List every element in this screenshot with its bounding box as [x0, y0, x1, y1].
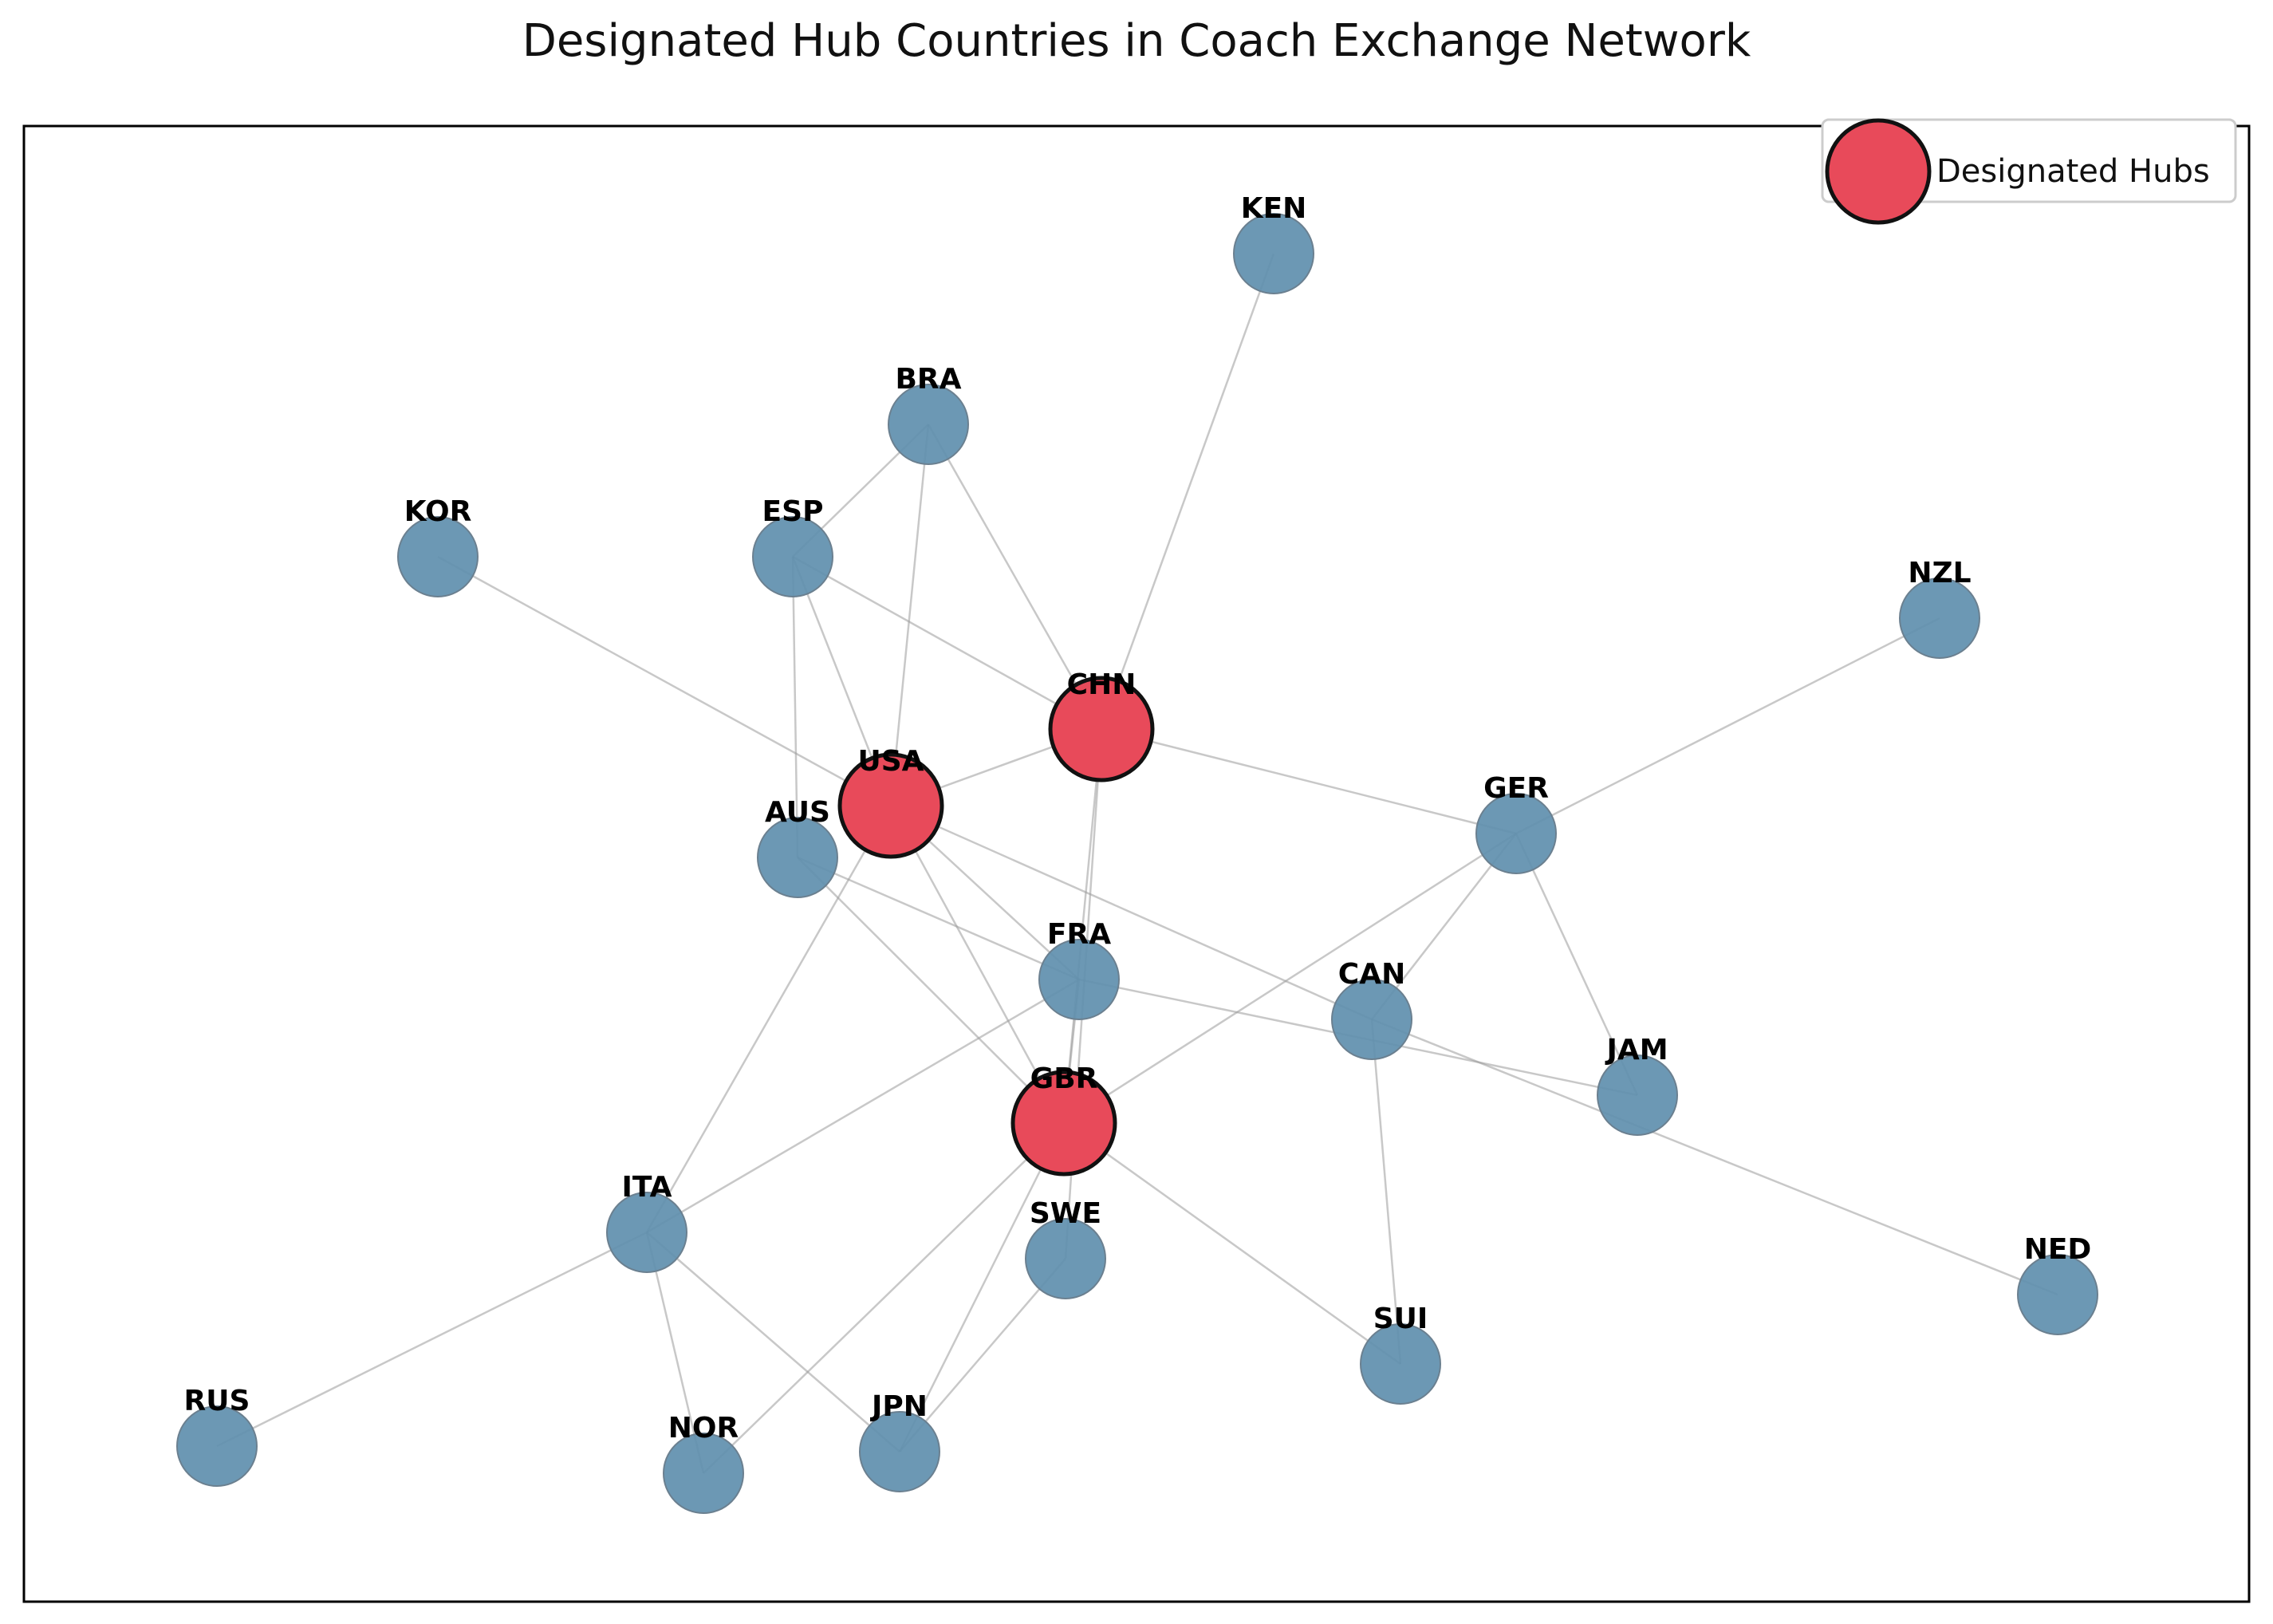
- node-fra: [1038, 939, 1120, 1020]
- edge-fra-ita: [646, 978, 1080, 1234]
- node-ned: [2017, 1254, 2098, 1335]
- edge-ita-jpn: [646, 1232, 900, 1453]
- node-label-nor: NOR: [668, 1412, 739, 1445]
- node-layer: [176, 213, 2098, 1514]
- edge-aus-gbr: [797, 857, 1065, 1124]
- legend: Designated Hubs: [1821, 118, 2237, 225]
- edge-ger-gbr: [1063, 832, 1517, 1125]
- node-label-bra: BRA: [895, 363, 961, 396]
- node-can: [1331, 979, 1412, 1060]
- node-label-sui: SUI: [1373, 1303, 1428, 1335]
- edge-gbr-jpn: [898, 1122, 1066, 1453]
- edge-gbr-sui: [1063, 1121, 1401, 1366]
- legend-label: Designated Hubs: [1936, 153, 2210, 190]
- node-label-nzl: NZL: [1908, 557, 1971, 589]
- edge-ita-nor: [645, 1232, 705, 1474]
- edge-gbr-nor: [703, 1122, 1065, 1474]
- edge-esp-aus: [791, 556, 799, 858]
- node-esp: [752, 516, 833, 597]
- figure-title: Designated Hub Countries in Coach Exchan…: [522, 15, 1751, 67]
- node-label-fra: FRA: [1047, 918, 1111, 951]
- edge-chn-ken: [1100, 253, 1275, 730]
- node-label-esp: ESP: [762, 495, 824, 528]
- node-label-ken: KEN: [1241, 192, 1307, 225]
- node-label-can: CAN: [1338, 958, 1405, 991]
- node-label-aus: AUS: [765, 796, 830, 829]
- node-label-rus: RUS: [184, 1385, 250, 1417]
- edge-chn-bra: [927, 424, 1103, 730]
- node-label-jpn: JPN: [869, 1390, 928, 1423]
- edge-ger-jam: [1515, 833, 1639, 1096]
- node-label-gbr: GBR: [1030, 1062, 1098, 1095]
- edge-chn-ger: [1101, 727, 1517, 835]
- edge-ita-rus: [216, 1231, 648, 1448]
- node-jam: [1597, 1054, 1678, 1136]
- plot-frame: [22, 124, 2251, 1603]
- edge-can-ned: [1371, 1018, 2058, 1296]
- edge-usa-ita: [645, 805, 892, 1233]
- edge-can-sui: [1370, 1019, 1402, 1365]
- node-label-ned: NED: [2024, 1233, 2092, 1266]
- label-layer: KEN BRA KOR ESP NZL CHN USA AUS GER FRA CAN JAM GBR I…: [184, 192, 2092, 1445]
- hub-node-usa: [837, 752, 944, 859]
- hub-node-gbr: [1010, 1070, 1117, 1177]
- node-sui: [1360, 1323, 1441, 1405]
- hub-node-chn: [1048, 676, 1155, 782]
- node-label-swe: SWE: [1030, 1197, 1101, 1230]
- node-rus: [176, 1405, 258, 1487]
- node-aus: [757, 817, 838, 898]
- edge-swe-jpn: [899, 1258, 1066, 1453]
- edge-layer: [216, 253, 2058, 1474]
- edge-aus-fra: [797, 856, 1080, 981]
- node-ger: [1475, 793, 1557, 874]
- node-label-jam: JAM: [1604, 1034, 1668, 1066]
- node-ken: [1233, 213, 1314, 294]
- edge-usa-can: [890, 804, 1373, 1021]
- node-label-kor: KOR: [404, 495, 472, 528]
- node-label-ger: GER: [1483, 772, 1549, 805]
- node-label-usa: USA: [857, 745, 924, 778]
- node-jpn: [859, 1411, 940, 1492]
- edge-chn-esp: [792, 555, 1102, 731]
- node-swe: [1025, 1218, 1106, 1299]
- node-label-ita: ITA: [621, 1171, 672, 1204]
- edge-ger-nzl: [1515, 617, 1940, 835]
- edge-usa-kor: [437, 555, 892, 807]
- edge-usa-bra: [889, 424, 930, 806]
- node-ita: [606, 1192, 687, 1273]
- node-label-chn: CHN: [1067, 668, 1136, 701]
- legend-hub-marker: [1825, 118, 1932, 225]
- node-nor: [663, 1433, 744, 1514]
- edge-usa-gbr: [889, 805, 1066, 1124]
- node-kor: [397, 516, 479, 597]
- node-bra: [888, 384, 969, 465]
- node-nzl: [1899, 577, 1980, 659]
